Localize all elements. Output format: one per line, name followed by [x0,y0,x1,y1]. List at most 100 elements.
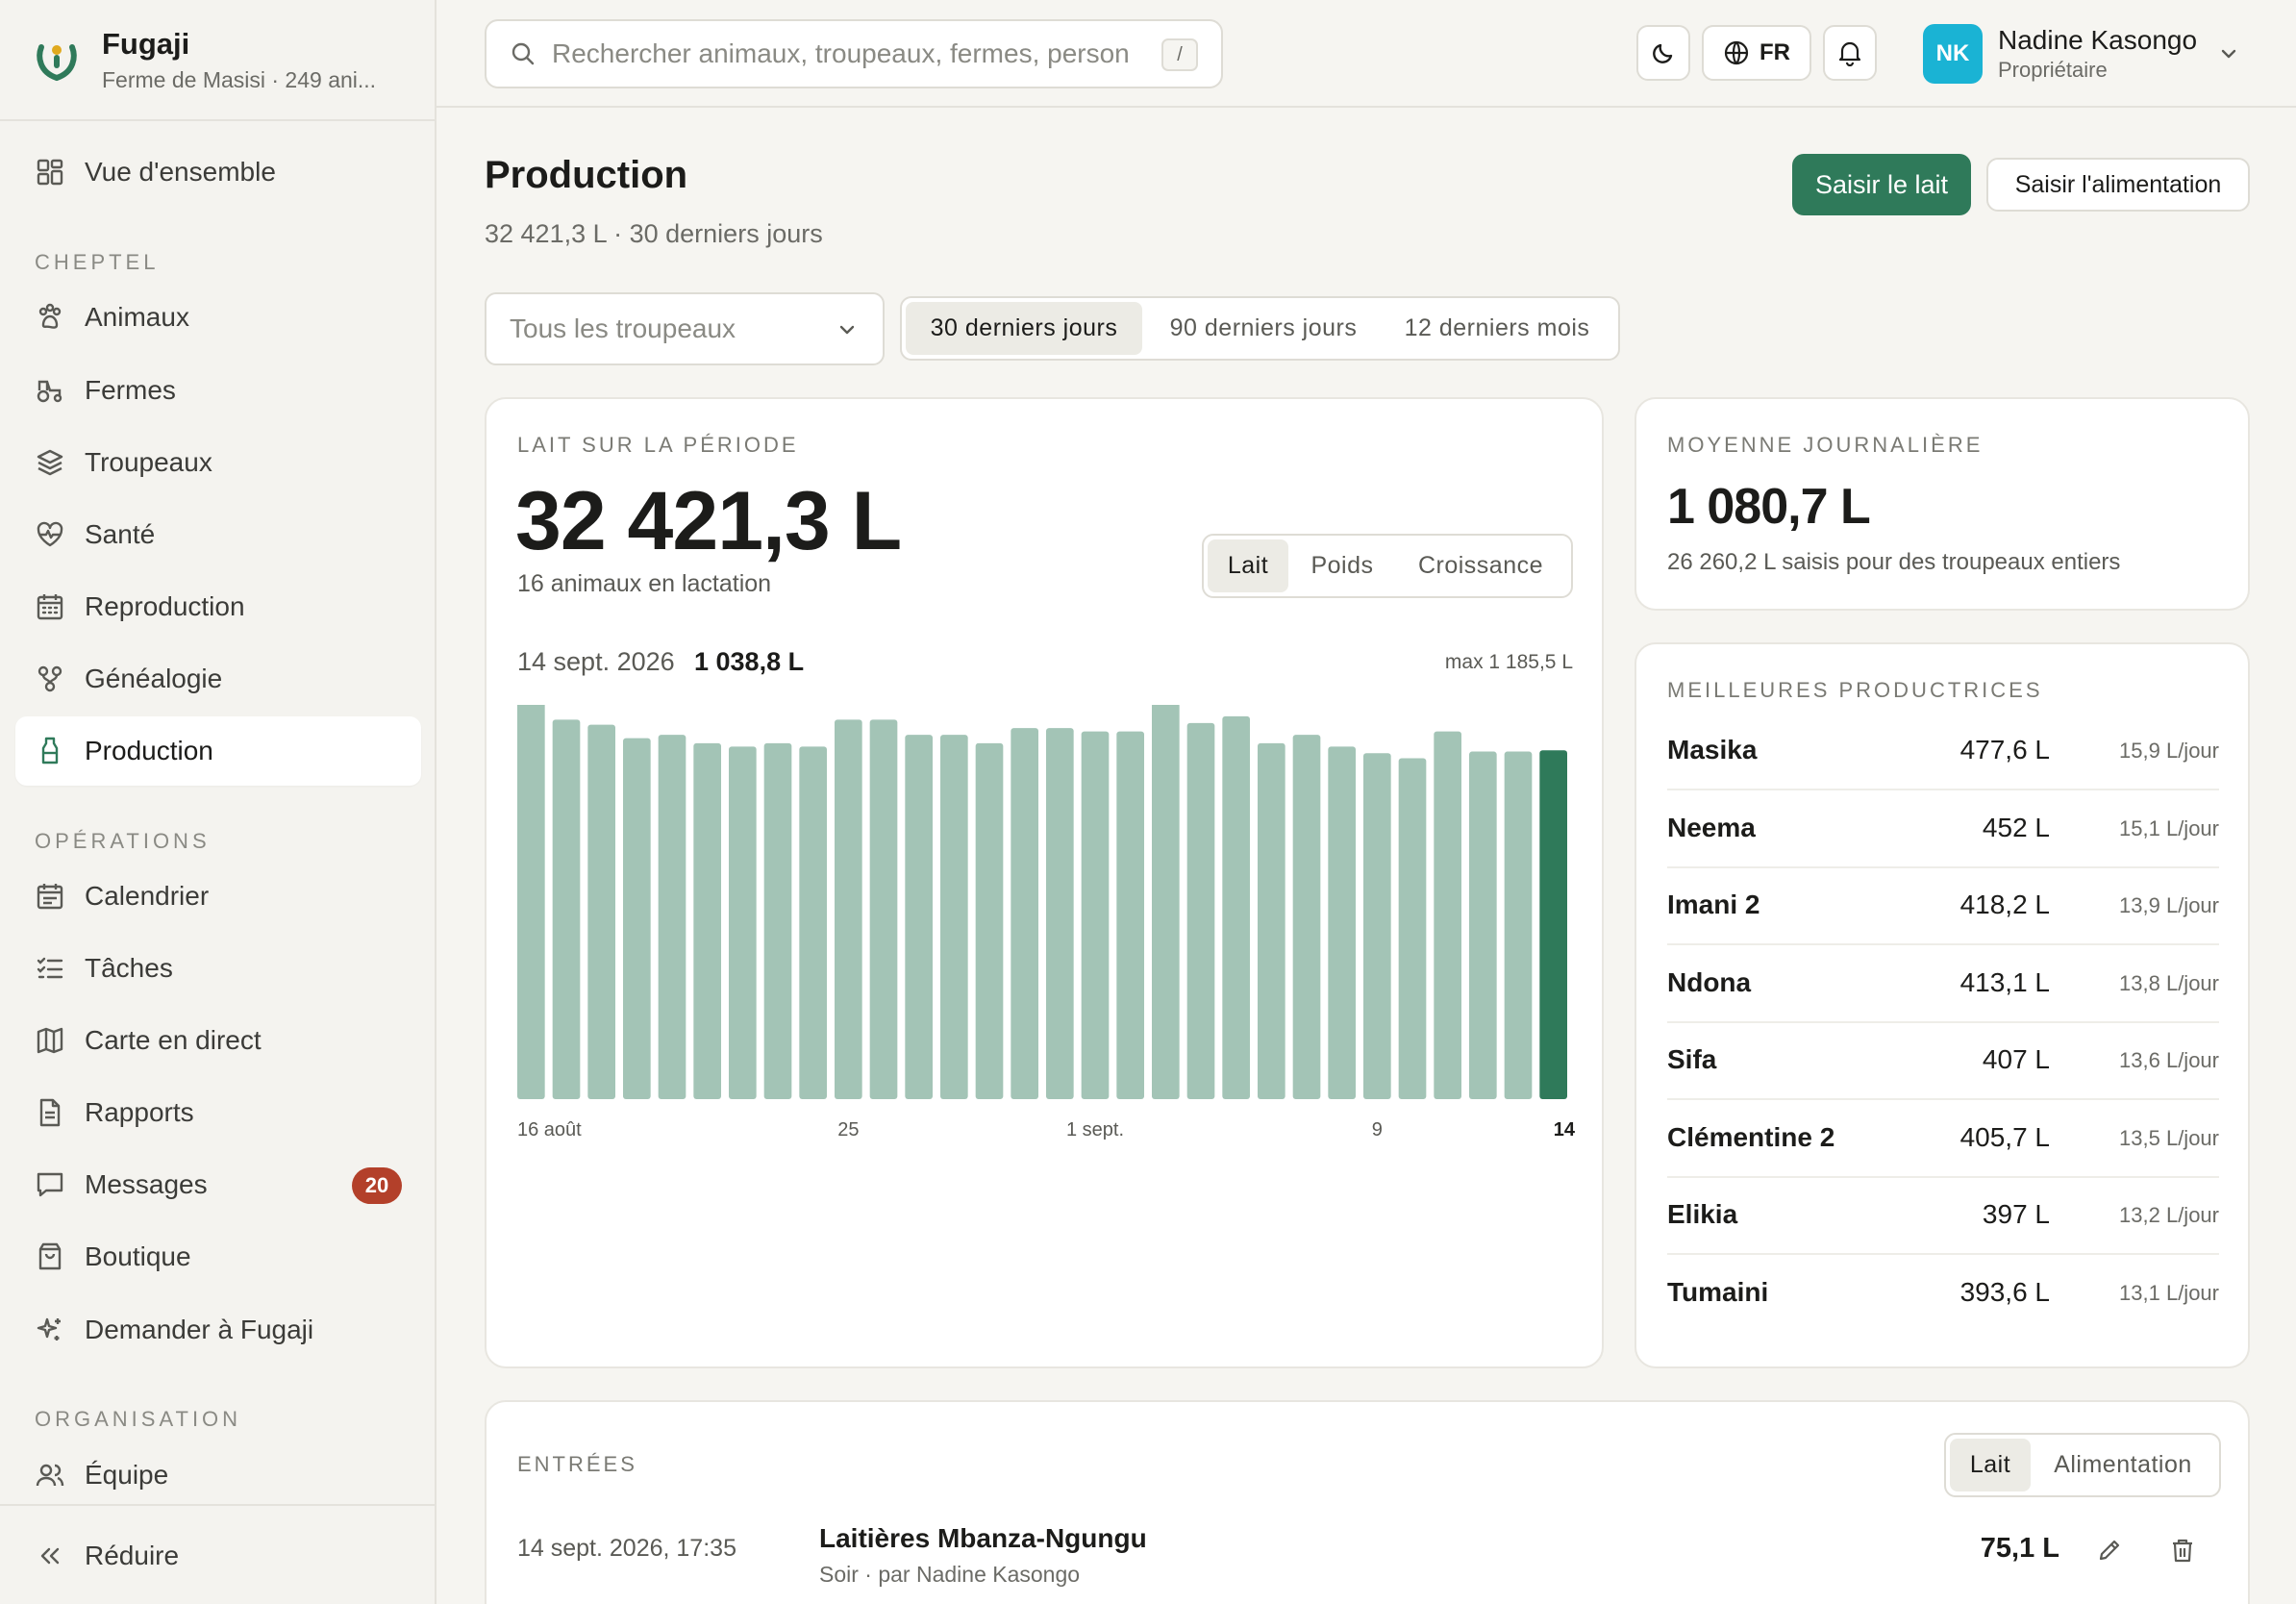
producer-total: 413,1 L [1959,966,2050,997]
tab-metric-weight[interactable]: Poids [1310,552,1374,579]
chart-bar[interactable] [1469,751,1497,1099]
producer-row[interactable]: Sifa 407 L 13,6 L/jour [1667,1023,2219,1100]
sidebar-item-equipe[interactable]: Équipe [15,1441,421,1510]
brand[interactable]: Fugaji Ferme de Masisi · 249 ani... [0,0,435,121]
language-button[interactable]: FR [1702,25,1811,81]
trash-icon [2169,1537,2196,1564]
chart-bar[interactable] [1081,731,1110,1099]
sparkles-icon [35,1315,65,1345]
entries-card: ENTRÉES Lait Alimentation 14 sept. 2026,… [485,1400,2250,1604]
producer-row[interactable]: Neema 452 L 15,1 L/jour [1667,791,2219,868]
tab-period-90[interactable]: 90 derniers jours [1169,314,1358,341]
producer-name: Elikia [1667,1199,1738,1229]
chart-bar[interactable] [1222,715,1250,1099]
chart-bar[interactable] [587,724,615,1099]
sidebar-item-production[interactable]: Production [15,716,421,786]
producer-total: 418,2 L [1959,890,2050,919]
sidebar-item-label: Vue d'ensemble [85,157,276,187]
sidebar-item-reproduction[interactable]: Reproduction [15,572,421,641]
chart-selected-value: 1 038,8 L [694,647,805,676]
search-box[interactable]: / [485,19,1223,88]
chart-bar[interactable] [835,719,862,1099]
sidebar-item-taches[interactable]: Tâches [15,934,421,1003]
dashboard-icon [35,157,65,188]
collapse-sidebar-button[interactable]: Réduire [15,1521,421,1591]
search-input[interactable] [552,38,1148,69]
entry-row[interactable]: 14 sept. 2026, 17:35 Laitières Mbanza-Ng… [487,1512,2252,1604]
notifications-button[interactable] [1823,25,1877,81]
sidebar-item-messages[interactable]: Messages 20 [15,1150,421,1219]
tab-entries-feed[interactable]: Alimentation [2054,1451,2192,1478]
sidebar-item-fermes[interactable]: Fermes [15,356,421,425]
sidebar-item-carte[interactable]: Carte en direct [15,1006,421,1075]
sidebar-item-rapports[interactable]: Rapports [15,1078,421,1147]
sidebar-item-troupeaux[interactable]: Troupeaux [15,428,421,497]
chart-bar[interactable] [623,738,651,1099]
user-menu[interactable]: NK Nadine Kasongo Propriétaire [1923,23,2239,85]
sidebar-item-label: Demander à Fugaji [85,1315,314,1344]
herd-select[interactable]: Tous les troupeaux [485,292,885,365]
chart-bar[interactable] [1504,751,1533,1099]
producer-row[interactable]: Ndona 413,1 L 13,8 L/jour [1667,946,2219,1023]
chart-bar[interactable] [1328,746,1356,1099]
chart-bar[interactable] [517,705,545,1099]
chart-bar[interactable] [1046,728,1074,1099]
chart-bar[interactable] [905,735,933,1099]
chart-bar[interactable] [693,742,721,1099]
sidebar-item-demander[interactable]: Demander à Fugaji [15,1295,421,1365]
tab-metric-milk[interactable]: Lait [1208,539,1288,592]
chart-bar[interactable] [869,719,898,1099]
chart-bar[interactable] [1258,742,1285,1099]
chart-bar[interactable] [1186,722,1215,1099]
tab-metric-growth[interactable]: Croissance [1417,552,1544,579]
chart-bar[interactable] [1116,731,1144,1099]
producer-row[interactable]: Elikia 397 L 13,2 L/jour [1667,1178,2219,1255]
edit-entry-button[interactable] [2090,1531,2129,1569]
chart-bar[interactable] [763,742,792,1099]
delete-entry-button[interactable] [2163,1531,2202,1569]
sidebar-item-calendrier[interactable]: Calendrier [15,862,421,931]
chart-bar[interactable] [552,719,581,1099]
sidebar-item-overview[interactable]: Vue d'ensemble [15,138,421,207]
chart-bar[interactable] [975,742,1004,1099]
sidebar: Fugaji Ferme de Masisi · 249 ani... Vue … [0,0,437,1604]
page-subtitle: 32 421,3 L · 30 derniers jours [485,219,823,248]
enter-milk-button[interactable]: Saisir le lait [1792,154,1971,215]
sidebar-item-sante[interactable]: Santé [15,500,421,569]
x-tick-label: 16 août [517,1119,582,1140]
tab-entries-milk[interactable]: Lait [1950,1439,2031,1491]
chart-bar[interactable] [940,735,968,1099]
producer-row[interactable]: Tumaini 393,6 L 13,1 L/jour [1667,1256,2219,1333]
tab-period-30[interactable]: 30 derniers jours [906,302,1142,355]
chart-bar[interactable] [658,735,686,1099]
producer-total: 393,6 L [1959,1276,2050,1307]
chart-bar[interactable] [1152,705,1180,1099]
chart-bar[interactable] [1434,731,1461,1099]
sidebar-item-genealogie[interactable]: Généalogie [15,644,421,714]
messages-badge: 20 [352,1167,402,1204]
chart-bar[interactable] [1292,735,1321,1099]
enter-feed-button[interactable]: Saisir l'alimentation [1986,158,2250,212]
milk-bar-chart[interactable]: 16 août 25 1 sept. 9 14 [517,705,1575,1157]
sidebar-item-label: Tâches [85,953,173,983]
theme-toggle-button[interactable] [1636,25,1690,81]
checklist-icon [35,953,65,984]
tab-period-12m[interactable]: 12 derniers mois [1404,314,1590,341]
entries-tabs: Lait Alimentation [1944,1433,2221,1497]
chart-bar[interactable] [799,746,827,1099]
chart-bar[interactable] [729,746,757,1099]
chevron-down-icon [2218,43,2239,64]
producer-row[interactable]: Imani 2 418,2 L 13,9 L/jour [1667,868,2219,945]
chart-bar[interactable] [1363,753,1391,1099]
producer-row[interactable]: Clémentine 2 405,7 L 13,5 L/jour [1667,1101,2219,1178]
chart-bar[interactable] [1398,758,1427,1099]
entry-date: 14 sept. 2026, 17:35 [517,1535,736,1562]
producer-row[interactable]: Masika 477,6 L 15,9 L/jour [1667,714,2219,790]
chart-bar[interactable] [1539,750,1567,1099]
sidebar-item-boutique[interactable]: Boutique [15,1222,421,1291]
sidebar-item-animaux[interactable]: Animaux [15,283,421,352]
chart-bar[interactable] [1011,728,1038,1099]
chart-max-label: max 1 185,5 L [1444,651,1573,673]
producer-name: Clémentine 2 [1667,1121,1835,1152]
globe-icon [1723,39,1750,66]
